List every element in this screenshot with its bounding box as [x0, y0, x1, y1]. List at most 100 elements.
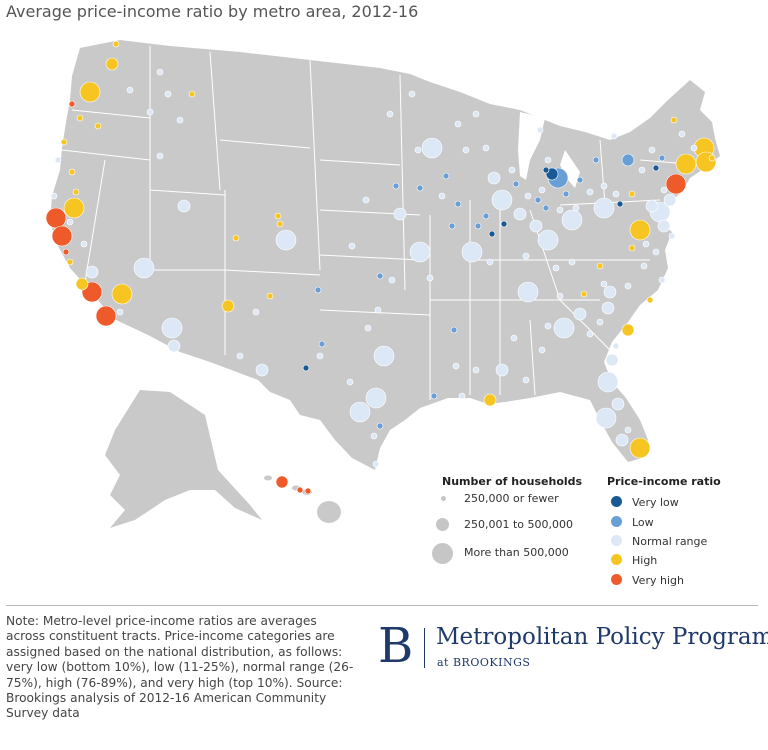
metro-bubble [133, 257, 155, 279]
metro-bubble [629, 437, 651, 459]
metro-bubble [414, 146, 422, 154]
metro-bubble [556, 206, 564, 214]
metro-bubble [517, 281, 539, 303]
metro-bubble [252, 308, 260, 316]
metro-bubble [68, 100, 76, 108]
metro-bubble [605, 353, 619, 367]
metro-bubble [461, 241, 483, 263]
metro-bubble [534, 196, 542, 204]
metro-bubble [146, 108, 154, 116]
metro-bubble [610, 132, 618, 140]
households-legend-large: More than 500,000 [464, 546, 569, 559]
ratio-normal-swatch [611, 535, 622, 546]
metro-bubbles [45, 40, 717, 495]
metro-bubble [542, 166, 550, 174]
metro-bubble [63, 197, 85, 219]
metro-bubble [372, 460, 380, 468]
ratio-legend-normal: Normal range [632, 535, 708, 548]
metro-bubble [438, 192, 446, 200]
metro-bubble [450, 326, 458, 334]
metro-bubble [54, 156, 62, 164]
metro-bubble [156, 152, 164, 160]
ratio-low-swatch [611, 516, 622, 527]
hawaii [264, 475, 341, 523]
metro-bubble [544, 322, 552, 330]
metro-bubble [646, 296, 654, 304]
metro-bubble [513, 207, 527, 221]
metro-bubble [597, 371, 619, 393]
great-lakes [560, 150, 580, 188]
metro-bubble [611, 397, 625, 411]
metro-bubble [236, 352, 244, 360]
metro-bubble [572, 204, 580, 212]
metro-bubble [657, 219, 671, 233]
metro-bubble [66, 258, 74, 266]
metro-bubble [430, 392, 438, 400]
metro-bubble [276, 220, 284, 228]
brookings-logo-divider [424, 628, 425, 668]
metro-bubble [177, 199, 191, 213]
metro-bubble [316, 352, 324, 360]
metro-bubble [556, 292, 564, 300]
metro-bubble [500, 220, 508, 228]
metro-bubble [161, 317, 183, 339]
metro-bubble [491, 189, 513, 211]
metro-bubble [616, 200, 624, 208]
metro-bubble [111, 283, 133, 305]
metro-bubble [60, 138, 68, 146]
metro-bubble [553, 317, 575, 339]
metro-bubble [629, 219, 651, 241]
metro-bubble [472, 110, 480, 118]
metro-bubble [462, 146, 470, 154]
metro-bubble [580, 290, 588, 298]
metro-bubble [621, 153, 635, 167]
metro-bubble [638, 166, 646, 174]
metro-bubble [75, 277, 89, 291]
metro-bubble [388, 276, 396, 284]
metro-bubble [116, 308, 124, 316]
metro-bubble [452, 362, 460, 370]
metro-bubble [426, 274, 434, 282]
households-legend-title: Number of households [442, 475, 583, 488]
ratio-very-high-swatch [611, 574, 622, 585]
metro-bubble [408, 90, 416, 98]
metro-bubble [85, 265, 99, 279]
ratio-legend-very-high: Very high [632, 574, 684, 587]
metro-bubble [596, 318, 604, 326]
metro-bubble [542, 204, 550, 212]
metro-bubble [374, 306, 382, 314]
metro-bubble [176, 116, 184, 124]
metro-bubble [156, 68, 164, 76]
metro-bubble [576, 176, 584, 184]
metro-bubble [645, 199, 659, 213]
metro-bubble [72, 188, 80, 196]
metro-bubble [275, 229, 297, 251]
ratio-very-low-swatch [611, 496, 622, 507]
metro-bubble [668, 232, 676, 240]
metro-bubble [628, 190, 636, 198]
metro-bubble [386, 110, 394, 118]
metro-bubble [474, 222, 482, 230]
metro-bubble [314, 286, 322, 294]
metro-bubble [362, 196, 370, 204]
metro-bubble [508, 166, 516, 174]
ratio-legend-high: High [632, 554, 658, 567]
alaska [105, 390, 262, 528]
metro-bubble [538, 346, 546, 354]
metro-bubble [76, 114, 84, 122]
metro-bubble [80, 240, 88, 248]
program-name: Metropolitan Policy Program [436, 624, 768, 650]
metro-bubble [442, 172, 450, 180]
metro-bubble [660, 186, 668, 194]
metro-bubble [652, 164, 660, 172]
metro-bubble [612, 342, 620, 350]
metro-bubble [592, 156, 600, 164]
metro-bubble [126, 86, 134, 94]
metro-bubble [529, 219, 543, 233]
metro-bubble [296, 486, 304, 494]
metro-bubble [708, 154, 716, 162]
metro-bubble [318, 340, 326, 348]
metro-bubble [562, 190, 570, 198]
metro-bubble [416, 184, 424, 192]
metro-bubble [167, 339, 181, 353]
